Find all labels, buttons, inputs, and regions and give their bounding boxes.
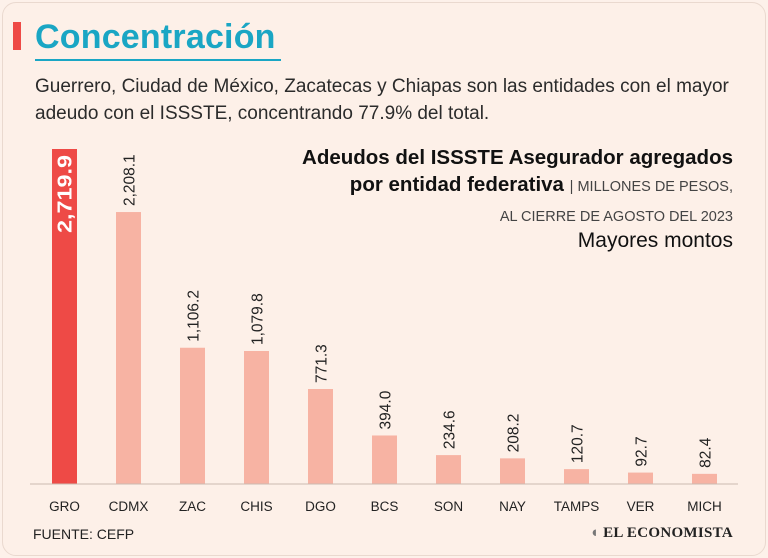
source-note: FUENTE: CEFP bbox=[33, 526, 135, 542]
headline-underline bbox=[35, 59, 281, 61]
brand: ◖ EL ECONOMISTA bbox=[590, 525, 733, 542]
chart-title-line1: Adeudos del ISSSTE Asegurador agregados bbox=[302, 146, 733, 169]
value-label-zac: 1,106.2 bbox=[186, 290, 203, 342]
bar-dgo bbox=[308, 389, 333, 484]
category-label-dgo: DGO bbox=[305, 499, 336, 514]
bar-cdmx bbox=[116, 212, 141, 485]
value-label-bcs: 394.0 bbox=[378, 390, 395, 429]
value-label-mich: 82.4 bbox=[698, 437, 715, 468]
bar-ver bbox=[628, 472, 653, 484]
value-label-cdmx: 2,208.1 bbox=[122, 154, 139, 206]
headline: Concentración bbox=[35, 18, 276, 56]
chart-subtitle: Mayores montos bbox=[577, 229, 733, 252]
accent-bar bbox=[13, 22, 21, 50]
bar-zac bbox=[180, 347, 205, 484]
chart-units-date: AL CIERRE DE AGOSTO DEL 2023 bbox=[499, 209, 733, 225]
value-labels-group: 2,719.9 2,208.1 1,106.2 1,079.8 771.3 394.0 23… bbox=[55, 154, 715, 468]
value-label-son: 234.6 bbox=[442, 410, 459, 449]
category-label-chis: CHIS bbox=[240, 499, 272, 514]
category-label-cdmx: CDMX bbox=[109, 499, 149, 514]
value-label-gro: 2,719.9 bbox=[55, 155, 77, 233]
bar-bcs bbox=[372, 435, 397, 484]
category-label-mich: MICH bbox=[687, 499, 722, 514]
bar-nay bbox=[500, 458, 525, 484]
category-label-bcs: BCS bbox=[371, 499, 399, 514]
value-label-tamps: 120.7 bbox=[570, 424, 587, 463]
bar-chis bbox=[244, 351, 269, 484]
chart-units: | MILLONES DE PESOS, bbox=[569, 179, 733, 195]
category-label-zac: ZAC bbox=[179, 499, 206, 514]
bar-tamps bbox=[564, 469, 589, 484]
economista-logo-icon: ◖ bbox=[589, 525, 600, 541]
category-label-ver: VER bbox=[627, 499, 655, 514]
category-label-tamps: TAMPS bbox=[554, 499, 600, 514]
chart-title-line2: por entidad federativa bbox=[349, 173, 564, 196]
bar-mich bbox=[692, 473, 717, 484]
category-labels-group: GRO CDMX ZAC CHIS DGO BCS SON NAY TAMPS VER MICH bbox=[49, 499, 722, 514]
bar-son bbox=[436, 455, 461, 484]
category-label-nay: NAY bbox=[499, 499, 526, 514]
brand-name: EL ECONOMISTA bbox=[603, 525, 733, 541]
bar-gro bbox=[52, 149, 77, 484]
bars-group bbox=[52, 149, 717, 485]
value-label-ver: 92.7 bbox=[634, 436, 651, 466]
value-label-dgo: 771.3 bbox=[314, 344, 331, 383]
intro-text: Guerrero, Ciudad de México, Zacatecas y … bbox=[35, 76, 729, 124]
value-label-nay: 208.2 bbox=[506, 414, 523, 453]
category-label-gro: GRO bbox=[49, 499, 80, 514]
category-label-son: SON bbox=[434, 499, 463, 514]
value-label-chis: 1,079.8 bbox=[250, 293, 267, 345]
chart-title: Adeudos del ISSSTE Asegurador agregados … bbox=[233, 144, 733, 231]
